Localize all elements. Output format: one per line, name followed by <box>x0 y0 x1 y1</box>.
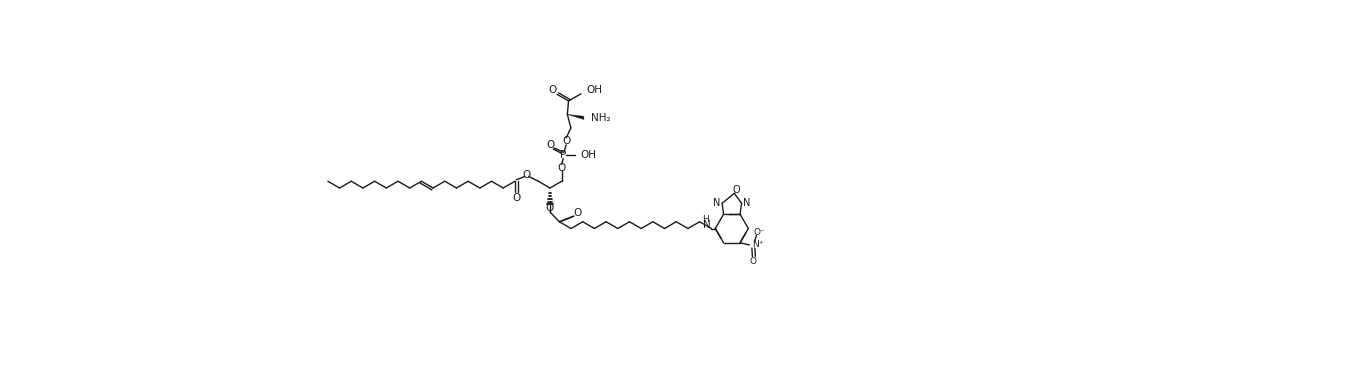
Text: N: N <box>702 220 711 230</box>
Text: O: O <box>546 203 554 213</box>
Text: N⁺: N⁺ <box>752 240 764 249</box>
Text: N: N <box>742 198 750 208</box>
Text: P: P <box>560 150 567 160</box>
Text: OH: OH <box>586 85 602 95</box>
Text: NH₂: NH₂ <box>591 113 611 123</box>
Text: N: N <box>713 198 720 208</box>
Text: O: O <box>512 193 520 203</box>
Text: O: O <box>546 139 554 150</box>
Text: O: O <box>573 208 582 217</box>
Text: O: O <box>549 85 557 95</box>
Text: O: O <box>750 257 757 266</box>
Polygon shape <box>568 115 584 119</box>
Text: O⁻: O⁻ <box>753 228 766 237</box>
Text: O: O <box>557 163 565 173</box>
Text: O: O <box>523 169 531 180</box>
Text: H: H <box>702 215 709 224</box>
Text: O: O <box>563 136 571 146</box>
Text: O: O <box>733 185 740 195</box>
Text: OH: OH <box>580 150 597 160</box>
